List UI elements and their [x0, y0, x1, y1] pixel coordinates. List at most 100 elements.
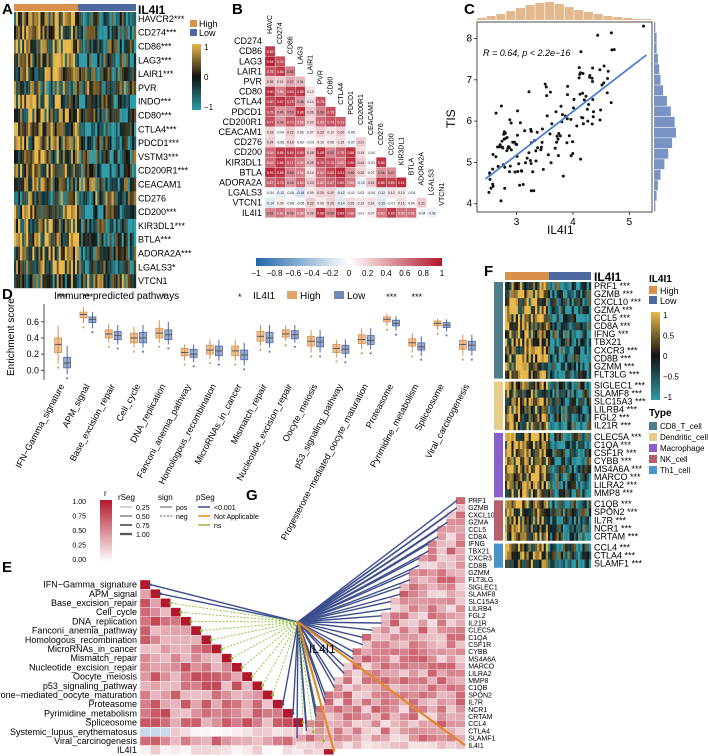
panel-f-cell: [550, 282, 553, 291]
panel-f-cell: [552, 322, 555, 331]
panel-c-point: [546, 153, 550, 157]
panel-g-cell: [380, 640, 391, 649]
panel-a-cell: [60, 39, 63, 54]
panel-f-cell: [580, 322, 583, 331]
panel-b-col-label: LGALS3: [429, 169, 436, 196]
panel-a-cell: [56, 205, 59, 220]
panel-a-cell: [107, 163, 110, 178]
panel-f-cell: [573, 314, 577, 323]
panel-f-cell: [554, 330, 557, 339]
panel-f-cell: [522, 489, 525, 498]
panel-b-cell-value: 0.21: [358, 141, 365, 145]
panel-a-cell: [32, 260, 35, 275]
panel-f-cell: [517, 362, 521, 371]
panel-e-cell: [139, 607, 151, 617]
panel-b-cell-value: 0.60: [317, 181, 324, 185]
panel-c-points: [487, 24, 645, 203]
panel-f-gene-label: CTLA4 ***: [594, 550, 636, 560]
panel-f-cell: [582, 481, 585, 490]
panel-f-cell: [578, 370, 581, 379]
panel-f-cell: [580, 405, 583, 415]
panel-f-cell: [588, 473, 592, 482]
panel-f-cell: [509, 465, 512, 474]
panel-c-point: [516, 170, 520, 173]
panel-c-x-hist-bar: [535, 3, 545, 20]
panel-c-point: [554, 110, 558, 114]
panel-a-cell: [52, 246, 55, 261]
panel-f-cell: [571, 543, 574, 552]
panel-a-cell: [34, 274, 37, 289]
panel-a-cell: [26, 67, 29, 82]
panel-f-cell: [565, 543, 568, 552]
panel-a-cell: [14, 177, 17, 192]
panel-f-cell: [528, 306, 531, 315]
panel-b-cell-value: 0.04: [408, 201, 415, 205]
panel-e-cell: [139, 708, 151, 719]
panel-f-cell: [565, 441, 568, 450]
panel-c-point: [581, 72, 585, 75]
panel-a-cell: [50, 136, 53, 151]
panel-a-cell: [64, 191, 68, 206]
panel-a-cell: [40, 94, 43, 109]
panel-a-cell: [30, 81, 33, 95]
panel-a-cell: [83, 246, 86, 261]
panel-a-cell: [52, 219, 55, 233]
panel-f-cell: [528, 551, 531, 560]
panel-a-cell: [123, 150, 127, 164]
panel-f-cell: [582, 370, 585, 379]
panel-f-cell: [554, 346, 557, 355]
panel-a-cell: [34, 205, 37, 220]
panel-a-cell: [79, 219, 82, 233]
panel-e-cell: [190, 625, 202, 636]
panel-f-cell: [571, 516, 574, 525]
panel-f-cell: [507, 421, 510, 431]
panel-a-cell: [38, 25, 41, 40]
panel-f-cell: [575, 543, 579, 552]
panel-f-cell: [554, 551, 557, 560]
panel-f-cell: [556, 449, 559, 458]
panel-f-cell: [532, 370, 536, 379]
panel-f-cell: [505, 524, 508, 533]
panel-f-cell: [550, 362, 553, 371]
panel-f-cell: [524, 306, 527, 315]
panel-g-cell: [380, 619, 391, 627]
panel-a-cell: [70, 274, 74, 289]
panel-g-gene-label: CXCL10: [468, 512, 495, 519]
panel-g-cell: [455, 640, 466, 649]
panel-f-cell: [578, 432, 581, 442]
panel-f-cell: [511, 282, 514, 291]
panel-f-gene-label: CLEC5A ***: [594, 432, 642, 442]
panel-a-cell: [95, 205, 98, 220]
panel-g-cell: [436, 590, 447, 598]
panel-a-cell: [131, 191, 135, 206]
panel-f-cell: [545, 413, 549, 423]
panel-a-cell: [93, 108, 96, 123]
panel-g-cell: [389, 604, 400, 613]
panel-a-cell: [48, 177, 51, 192]
panel-a-cell: [125, 163, 129, 178]
panel-f-cell: [535, 449, 538, 458]
panel-c-point: [569, 154, 573, 158]
panel-e-cell: [221, 671, 233, 682]
panel-g-cell: [427, 554, 438, 562]
panel-a-cell: [75, 219, 78, 233]
panel-f-cell: [573, 330, 577, 339]
panel-f-cell: [563, 330, 566, 339]
panel-b-cell-value: 0.88: [348, 151, 355, 155]
panel-a-cell: [77, 25, 80, 40]
panel-f-cell: [575, 389, 579, 398]
panel-e-link-node: [179, 610, 183, 614]
panel-f-cell: [588, 338, 592, 347]
panel-f-cell: [517, 282, 521, 291]
panel-a-cell: [44, 191, 47, 206]
panel-a-cell: [133, 81, 137, 95]
panel-g-cell: [446, 576, 456, 584]
panel-f-cell: [580, 473, 583, 482]
panel-a-cell: [20, 67, 23, 82]
panel-a-cell: [20, 122, 23, 137]
panel-g-link: [297, 586, 401, 623]
panel-f-cell: [507, 346, 510, 355]
panel-a-cell: [117, 67, 120, 82]
panel-a-cell: [99, 177, 102, 192]
panel-a-cell: [44, 136, 47, 151]
